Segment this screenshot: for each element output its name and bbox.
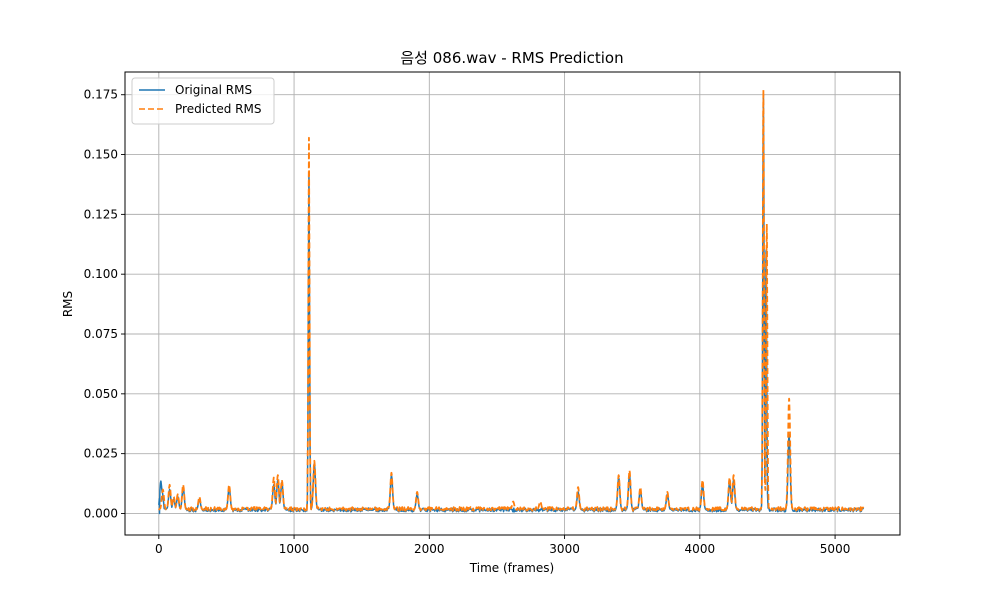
x-tick-label: 4000 (685, 542, 716, 556)
grid-lines (125, 72, 900, 535)
x-tick-label: 1000 (279, 542, 310, 556)
y-tick-label: 0.175 (84, 88, 118, 102)
series-lines (158, 89, 865, 515)
plot-area-frame (124, 71, 901, 536)
legend-label-predicted: Predicted RMS (175, 102, 261, 116)
y-tick-label: 0.125 (84, 207, 118, 221)
x-tick-label: 3000 (549, 542, 580, 556)
y-tick-label: 0.075 (84, 327, 118, 341)
y-tick-label: 0.025 (84, 447, 118, 461)
y-axis-label: RMS (61, 291, 75, 317)
y-tick-label: 0.000 (84, 506, 118, 520)
axis-ticks: 0 1000 2000 3000 4000 5000 0.000 0.025 0.050 0.07… (84, 88, 851, 556)
legend-label-original: Original RMS (175, 83, 252, 97)
x-tick-label: 0 (155, 542, 163, 556)
y-tick-label: 0.150 (84, 148, 118, 162)
x-tick-label: 2000 (414, 542, 445, 556)
chart-title: 음성 086.wav - RMS Prediction (400, 49, 623, 67)
x-axis-label: Time (frames) (469, 561, 554, 575)
series-line-predicted-rms (158, 89, 865, 512)
legend-box (131, 77, 275, 125)
y-tick-label: 0.050 (84, 387, 118, 401)
x-tick-label: 5000 (820, 542, 851, 556)
chart-legend: Original RMS Predicted RMS (131, 77, 275, 125)
y-tick-label: 0.100 (84, 267, 118, 281)
